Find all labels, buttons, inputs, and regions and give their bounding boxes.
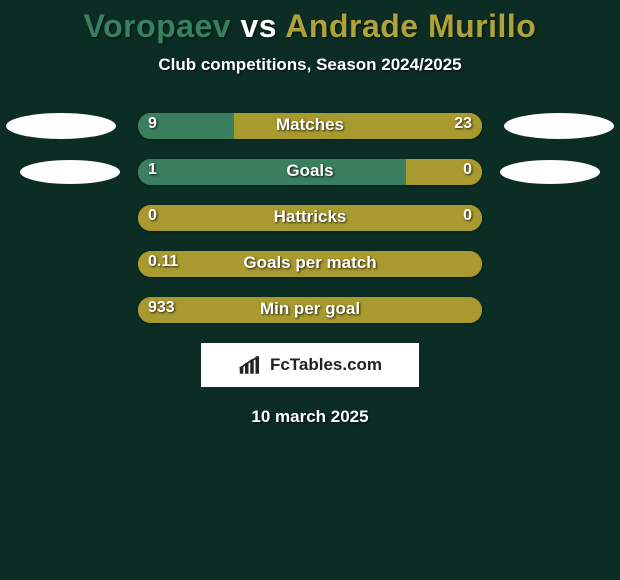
stat-row: 933Min per goal — [0, 297, 620, 323]
stat-value-right: 0 — [463, 161, 472, 179]
date-text: 10 march 2025 — [0, 407, 620, 427]
stat-bar: 00Hattricks — [138, 205, 482, 231]
bar-fill-right — [138, 205, 482, 231]
subtitle: Club competitions, Season 2024/2025 — [0, 55, 620, 75]
stat-value-right: 0 — [463, 207, 472, 225]
player1-name: Voropaev — [84, 8, 231, 44]
stat-row: 0.11Goals per match — [0, 251, 620, 277]
stat-row: 00Hattricks — [0, 205, 620, 231]
stat-bar: 923Matches — [138, 113, 482, 139]
stat-bar: 0.11Goals per match — [138, 251, 482, 277]
bar-chart-icon — [238, 354, 266, 376]
player-marker-right — [504, 113, 614, 139]
stat-bar: 10Goals — [138, 159, 482, 185]
attribution-badge: FcTables.com — [201, 343, 419, 387]
stat-value-right: 23 — [454, 115, 472, 133]
vs-text: vs — [240, 8, 277, 44]
player-marker-left — [6, 113, 116, 139]
stat-value-left: 1 — [148, 161, 157, 179]
stat-value-left: 0.11 — [148, 253, 178, 271]
player2-name: Andrade Murillo — [285, 8, 536, 44]
stat-value-left: 933 — [148, 299, 175, 317]
stat-value-left: 9 — [148, 115, 157, 133]
player-marker-left — [20, 160, 120, 184]
bar-fill-right — [234, 113, 482, 139]
bar-fill-right — [138, 297, 482, 323]
stat-value-left: 0 — [148, 207, 157, 225]
attribution-text: FcTables.com — [270, 355, 382, 375]
comparison-bars: 923Matches10Goals00Hattricks0.11Goals pe… — [0, 113, 620, 323]
bar-fill-right — [138, 251, 482, 277]
stat-row: 10Goals — [0, 159, 620, 185]
player-marker-right — [500, 160, 600, 184]
page-title: Voropaev vs Andrade Murillo — [0, 0, 620, 45]
stat-row: 923Matches — [0, 113, 620, 139]
comparison-infographic: Voropaev vs Andrade Murillo Club competi… — [0, 0, 620, 580]
bar-fill-left — [138, 159, 406, 185]
stat-bar: 933Min per goal — [138, 297, 482, 323]
